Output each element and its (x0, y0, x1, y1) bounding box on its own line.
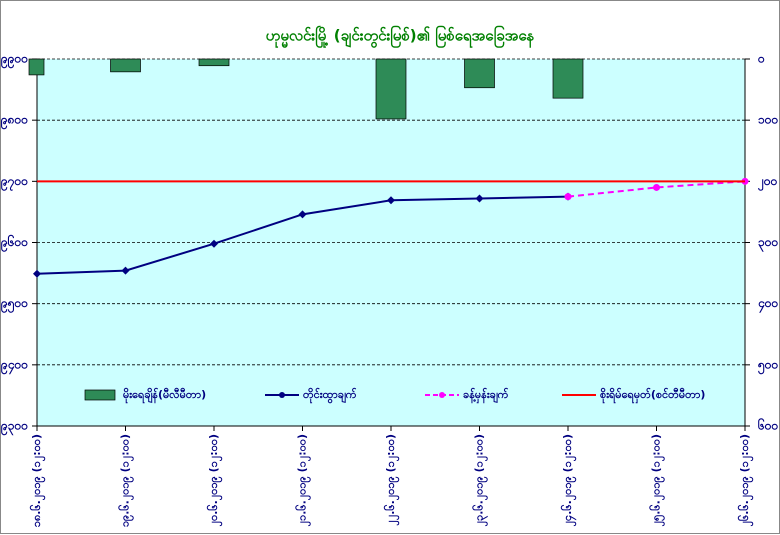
legend-label: စိုးရိမ်ရေမှတ်(စင်တီမီတာ) (600, 387, 705, 404)
y-tick-label: ၉၈၀၀ (0, 113, 28, 131)
point (653, 183, 660, 191)
rain-bar (464, 58, 495, 89)
y-tick-label: ၉၇၀၀ (0, 174, 28, 192)
y-tick-label: ၉၅၀၀ (0, 296, 28, 314)
x-tick-label: ၂၆.၆.၂၀၁၉ (၁၂:၀၀) (738, 434, 754, 526)
x-tick-label: ၂၂.၆.၂၀၁၉ (၁၂:၀၀) (384, 434, 400, 526)
rain-bar (28, 58, 45, 76)
legend-label: မိုးရေချိန်(မီလီမီတာ) (123, 387, 206, 404)
y-tick-label: ၉၉၀၀ (0, 52, 28, 70)
rain-bar (198, 58, 230, 67)
point (564, 193, 572, 201)
y2-tick-label: ၆၀၀ (757, 417, 779, 433)
y2-tick-label: ၅၀၀ (757, 357, 779, 375)
y-tick-label: ၉၄၀၀ (0, 357, 28, 375)
x-tick-label: ၂၁.၆.၂၀၁၉ (၁၂:၀၀) (296, 434, 312, 526)
legend-marker (439, 392, 445, 398)
y-tick-label: ၉၃၀၀ (0, 419, 28, 437)
y2-tick-label: ၀ (757, 52, 765, 66)
y2-tick-label: ၂၀၀ (757, 174, 778, 192)
y2-tick-label: ၄၀၀ (757, 296, 779, 314)
x-tick-label: ၂၀.၆.၂၀၁၉ (၁၂:၀၀) (207, 434, 223, 526)
rain-bar (110, 58, 141, 73)
legend-marker (279, 392, 285, 398)
x-tick-label: ၂၃.၆.၂၀၁၉ (၁၂:၀၀) (473, 434, 489, 526)
legend-swatch (84, 389, 116, 401)
y2-tick-label: ၁၀၀ (758, 113, 779, 127)
point (475, 194, 484, 203)
point (210, 239, 218, 248)
legend-label: တိုင်းထွာချက် (303, 387, 357, 404)
x-tick-label: ၂၅.၆.၂၀၁၉ (၁၂:၀၀) (650, 434, 666, 526)
y2-tick-label: ၃၀၀ (758, 235, 779, 253)
legend-label: ခန့်မှန်းချက် (463, 387, 509, 404)
point (387, 196, 395, 205)
point (33, 269, 41, 278)
x-tick-label: ၁၈.၆.၂၀၁၉ (၁၂:၀၀) (30, 434, 46, 527)
x-tick-label: ၂၄.၆.၂၀၁၉ (၁၂:၀၀) (561, 434, 577, 526)
x-tick-label: ၁၉.၆.၂၀၁၉ (၁၂:၀၀) (119, 434, 135, 527)
point (121, 266, 130, 275)
point (298, 210, 307, 219)
rain-bar (375, 58, 407, 120)
rain-bar (552, 58, 584, 99)
y-tick-label: ၉၆၀၀ (0, 233, 28, 253)
